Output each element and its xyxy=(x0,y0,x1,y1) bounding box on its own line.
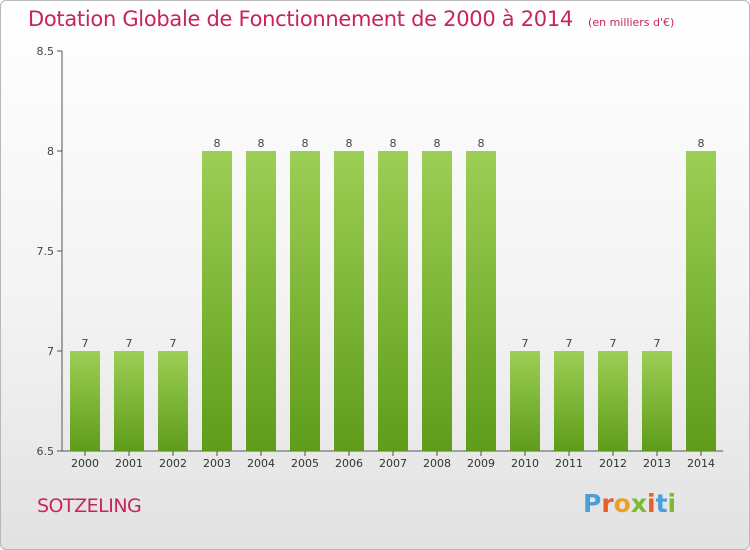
bar-value-label: 7 xyxy=(654,337,661,350)
x-tick-label: 2006 xyxy=(335,457,363,470)
x-tick-label: 2001 xyxy=(115,457,143,470)
logo-letter: r xyxy=(601,489,614,518)
bar[interactable] xyxy=(378,151,408,451)
x-tick-label: 2008 xyxy=(423,457,451,470)
bar[interactable] xyxy=(554,351,584,451)
bar-value-label: 8 xyxy=(698,137,705,150)
bar-value-label: 8 xyxy=(390,137,397,150)
x-tick-label: 2014 xyxy=(687,457,715,470)
x-tick-label: 2005 xyxy=(291,457,319,470)
logo-letter: i xyxy=(647,489,656,518)
bar[interactable] xyxy=(466,151,496,451)
bar-value-label: 7 xyxy=(170,337,177,350)
logo-letter: i xyxy=(667,489,677,518)
bar-value-label: 8 xyxy=(346,137,353,150)
chart-unit: (en milliers d'€) xyxy=(588,16,675,29)
bar-value-label: 7 xyxy=(522,337,529,350)
bar[interactable] xyxy=(510,351,540,451)
x-tick-label: 2003 xyxy=(203,457,231,470)
x-tick-label: 2007 xyxy=(379,457,407,470)
bar-value-label: 7 xyxy=(610,337,617,350)
bar-value-label: 8 xyxy=(478,137,485,150)
bar-value-label: 7 xyxy=(82,337,89,350)
bar-value-label: 8 xyxy=(434,137,441,150)
x-tick-label: 2009 xyxy=(467,457,495,470)
x-tick-label: 2010 xyxy=(511,457,539,470)
bar[interactable] xyxy=(642,351,672,451)
chart-title-block: Dotation Globale de Fonctionnement de 20… xyxy=(28,7,674,31)
bar-value-label: 8 xyxy=(258,137,265,150)
logo-letter: t xyxy=(655,489,668,518)
logo-letter: o xyxy=(613,489,631,518)
x-tick-label: 2000 xyxy=(71,457,99,470)
x-tick-label: 2012 xyxy=(599,457,627,470)
bars-group: 7 7 7 8 8 8 8 8 8 8 7 7 7 7 8 xyxy=(70,137,716,451)
y-tick-label: 7 xyxy=(47,345,54,358)
bar[interactable] xyxy=(70,351,100,451)
y-tick-label: 6.5 xyxy=(37,445,55,458)
bar-value-label: 8 xyxy=(214,137,221,150)
bar[interactable] xyxy=(422,151,452,451)
x-tick-label: 2013 xyxy=(643,457,671,470)
axes: 6.5 7 7.5 8 8.5 2000 2001 2002 2003 2004 2005 2006 2… xyxy=(37,45,723,470)
bar[interactable] xyxy=(290,151,320,451)
x-tick-label: 2011 xyxy=(555,457,583,470)
bar[interactable] xyxy=(114,351,144,451)
bar[interactable] xyxy=(202,151,232,451)
logo-letter: P xyxy=(583,489,602,518)
bar[interactable] xyxy=(158,351,188,451)
x-tick-label: 2002 xyxy=(159,457,187,470)
bar[interactable] xyxy=(686,151,716,451)
bar[interactable] xyxy=(598,351,628,451)
chart-title: Dotation Globale de Fonctionnement de 20… xyxy=(28,7,573,31)
bar-value-label: 8 xyxy=(302,137,309,150)
bar-value-label: 7 xyxy=(566,337,573,350)
bar[interactable] xyxy=(334,151,364,451)
proxiti-logo[interactable]: Proxiti xyxy=(583,489,676,518)
y-tick-label: 8.5 xyxy=(37,45,55,58)
y-tick-label: 8 xyxy=(47,145,54,158)
bar[interactable] xyxy=(246,151,276,451)
logo-letter: x xyxy=(630,489,647,518)
x-tick-label: 2004 xyxy=(247,457,275,470)
commune-name: SOTZELING xyxy=(37,495,142,517)
y-tick-label: 7.5 xyxy=(37,245,55,258)
bar-value-label: 7 xyxy=(126,337,133,350)
